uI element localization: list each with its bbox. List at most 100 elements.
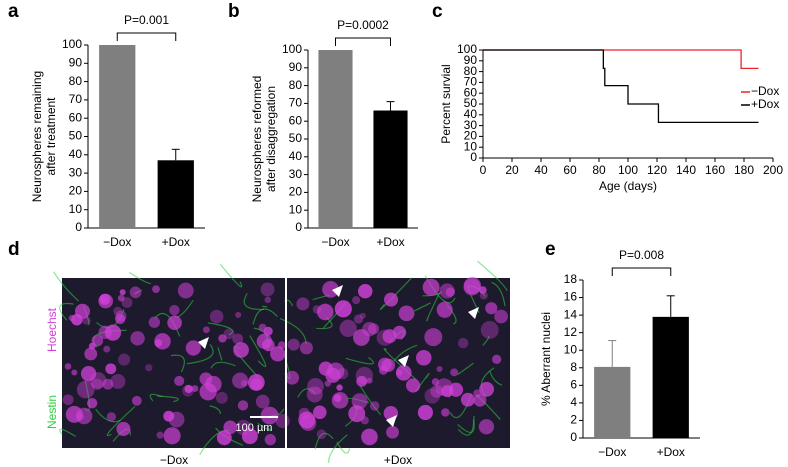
- y-tick-label: 18: [564, 272, 578, 286]
- nucleus: [367, 323, 380, 335]
- nucleus: [91, 378, 103, 391]
- arrowhead: [468, 307, 479, 319]
- fiber: [154, 312, 181, 337]
- x-tick-label: −Dox: [321, 235, 349, 249]
- y-tick-label: 4: [570, 395, 577, 409]
- nucleus: [339, 319, 357, 338]
- nucleus: [382, 329, 397, 344]
- fiber: [243, 293, 264, 310]
- nucleus: [395, 364, 412, 381]
- nucleus: [258, 323, 267, 332]
- nucleus: [218, 334, 227, 343]
- legend-label: +Dox: [751, 97, 779, 111]
- y-tick-label: 50: [289, 131, 303, 145]
- x-tick-label: 140: [676, 163, 696, 177]
- nucleus: [131, 395, 142, 406]
- nucleus: [479, 381, 495, 397]
- y-axis-label: after disaggregation: [264, 86, 278, 192]
- fiber: [314, 432, 334, 450]
- nucleus: [473, 394, 487, 407]
- nucleus: [233, 342, 249, 358]
- nucleus: [255, 394, 270, 409]
- arrowhead: [198, 337, 209, 349]
- nucleus: [316, 429, 327, 440]
- fiber: [262, 305, 268, 308]
- nucleus: [441, 408, 450, 417]
- nucleus: [114, 313, 126, 325]
- y-tick-label: 60: [464, 85, 478, 99]
- bar: [652, 316, 689, 438]
- y-axis-label: after treatment: [44, 97, 58, 176]
- nucleus: [71, 369, 78, 376]
- nucleus: [102, 378, 114, 390]
- x-tick-label: 20: [505, 163, 519, 177]
- y-tick-label: 6: [570, 378, 577, 392]
- fiber: [279, 317, 307, 344]
- y-tick-label: 90: [69, 55, 83, 69]
- significance-bracket: [335, 37, 391, 46]
- panel-label: d: [8, 239, 20, 260]
- nucleus: [479, 286, 487, 294]
- image-caption: +Dox: [384, 453, 412, 467]
- nucleus: [110, 373, 126, 389]
- y-axis-label: Percent survial: [439, 64, 453, 143]
- nucleus: [460, 392, 475, 407]
- x-tick-label: 60: [563, 163, 577, 177]
- nucleus: [494, 309, 508, 324]
- nucleus: [86, 397, 98, 409]
- nucleus: [450, 368, 459, 377]
- nucleus: [353, 314, 364, 324]
- y-tick-label: 70: [464, 75, 478, 89]
- x-tick-label: 0: [480, 163, 487, 177]
- nucleus: [184, 384, 193, 394]
- fiber: [491, 281, 506, 307]
- nucleus: [76, 380, 95, 399]
- y-tick-label: 80: [464, 64, 478, 78]
- nucleus: [103, 345, 111, 353]
- bar: [157, 160, 194, 228]
- nucleus: [223, 328, 235, 340]
- y-tick-label: 2: [570, 413, 577, 427]
- nucleus: [406, 378, 421, 393]
- nucleus: [333, 394, 342, 402]
- y-tick-label: 16: [564, 290, 578, 304]
- y-axis-label: % Aberrant nuclei: [539, 312, 553, 406]
- nucleus: [241, 428, 258, 445]
- nucleus: [260, 406, 279, 425]
- nucleus: [307, 377, 324, 395]
- nucleus: [121, 297, 133, 308]
- x-tick-label: +Dox: [162, 235, 190, 249]
- y-tick-label: 0: [570, 430, 577, 444]
- nucleus: [232, 372, 249, 389]
- panel-label: e: [545, 239, 556, 260]
- nucleus: [353, 329, 370, 346]
- y-tick-label: 20: [69, 184, 83, 198]
- y-tick-label: 60: [69, 110, 83, 124]
- nucleus: [106, 412, 117, 422]
- nucleus: [185, 340, 201, 356]
- nucleus: [316, 303, 334, 321]
- nucleus: [431, 378, 440, 386]
- nucleus: [485, 302, 498, 315]
- micrograph: [53, 260, 510, 463]
- nucleus: [154, 333, 171, 350]
- nucleus: [89, 372, 107, 389]
- nucleus: [232, 333, 244, 345]
- nucleus: [148, 316, 161, 328]
- y-tick-label: 30: [69, 165, 83, 179]
- y-tick-label: 10: [289, 202, 303, 216]
- nucleus: [247, 374, 265, 391]
- x-tick-label: 200: [763, 163, 783, 177]
- nucleus: [264, 433, 277, 446]
- nucleus: [383, 292, 399, 307]
- nucleus: [436, 301, 453, 318]
- panel-label: c: [432, 1, 443, 22]
- y-tick-label: 0: [295, 220, 302, 234]
- x-tick-label: +Dox: [376, 235, 404, 249]
- fiber: [414, 302, 431, 312]
- nucleus: [351, 393, 368, 410]
- fiber: [170, 354, 185, 373]
- fiber: [359, 385, 382, 416]
- nucleus: [117, 294, 125, 302]
